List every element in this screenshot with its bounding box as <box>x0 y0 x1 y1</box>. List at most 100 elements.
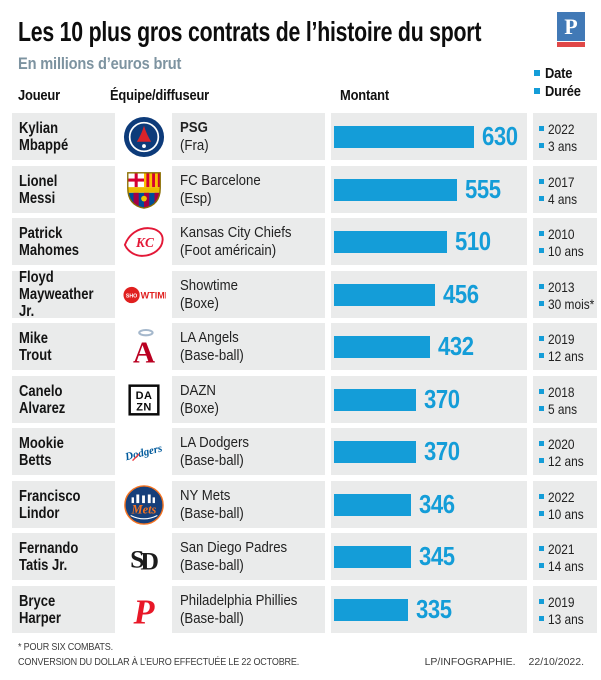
amount-bar <box>334 388 416 411</box>
date-duration-cell: 2019 12 ans <box>533 323 597 370</box>
team-name: DAZN <box>180 381 216 399</box>
duration-bullet-icon <box>539 301 544 306</box>
player-name-cell: Patrick Mahomes <box>12 218 115 265</box>
amount-bar <box>334 545 411 568</box>
duration-bullet-icon <box>539 616 544 621</box>
team-name: Showtime <box>180 276 238 294</box>
team-name: Philadelphia Phillies <box>180 591 298 609</box>
table-row: Floyd Mayweather Jr. SHO WTIME Showtime (… <box>0 269 601 320</box>
team-name: LA Angels <box>180 328 239 346</box>
team-sport: (Base-ball) <box>180 451 244 469</box>
table-row: Francisco Lindor Mets NY Mets (Base-ball… <box>0 481 601 528</box>
mets-logo-icon: Mets <box>115 481 172 528</box>
date-bullet-icon <box>539 546 544 551</box>
player-last-name: Lindor <box>19 504 60 522</box>
team-name: NY Mets <box>180 486 231 504</box>
amount-value: 630 <box>482 121 518 151</box>
svg-text:Dodgers: Dodgers <box>123 442 164 463</box>
showtime-logo-icon: SHO WTIME <box>115 271 172 318</box>
svg-text:S: S <box>130 544 144 573</box>
team-name: Kansas City Chiefs <box>180 223 292 241</box>
team-sport: (Base-ball) <box>180 504 244 522</box>
team-sport: (Base-ball) <box>180 346 244 364</box>
date-duration-cell: 2021 14 ans <box>533 533 597 580</box>
date-value: 2019 <box>548 330 575 347</box>
legend-date: Date <box>534 64 587 82</box>
duration-value: 10 ans <box>548 242 584 259</box>
team-cell: LA Dodgers (Base-ball) <box>172 428 325 475</box>
svg-text:DA: DA <box>135 390 152 402</box>
duration-value: 4 ans <box>548 190 578 207</box>
phillies-logo-icon: P <box>115 586 172 633</box>
duration-value: 10 ans <box>548 505 584 522</box>
date-duration-cell: 2019 13 ans <box>533 586 597 633</box>
date-bullet-icon <box>539 336 544 341</box>
duration-value: 5 ans <box>548 400 578 417</box>
duration-bullet-icon <box>539 563 544 568</box>
team-name: San Diego Padres <box>180 538 288 556</box>
date-duration-cell: 2017 4 ans <box>533 166 597 213</box>
player-first-name: Mike <box>19 329 48 347</box>
amount-bar-cell: 555 <box>331 166 527 213</box>
table-row: Bryce Harper P Philadelphia Phillies (Ba… <box>0 586 601 633</box>
amount-bar <box>334 230 447 253</box>
amount-bar <box>334 440 416 463</box>
duration-value: 3 ans <box>548 137 578 154</box>
amount-value: 370 <box>424 384 460 414</box>
player-name-cell: Kylian Mbappé <box>12 113 115 160</box>
duration-line: 12 ans <box>539 347 597 364</box>
team-cell: Showtime (Boxe) <box>172 271 325 318</box>
player-last-name: Alvarez <box>19 399 66 417</box>
player-last-name: Harper <box>19 609 61 627</box>
date-line: 2021 <box>539 540 597 557</box>
team-name: LA Dodgers <box>180 433 249 451</box>
svg-text:WTIME: WTIME <box>140 290 165 300</box>
amount-value: 510 <box>455 226 491 256</box>
amount-bar-cell: 345 <box>331 533 527 580</box>
table-row: Canelo Alvarez DA ZN DAZN (Boxe) 370 2018… <box>0 376 601 423</box>
duration-value: 12 ans <box>548 347 584 364</box>
amount-bar-cell: 370 <box>331 428 527 475</box>
team-cell: NY Mets (Base-ball) <box>172 481 325 528</box>
player-name-cell: Fernando Tatis Jr. <box>12 533 115 580</box>
player-name-cell: Bryce Harper <box>12 586 115 633</box>
team-cell: LA Angels (Base-ball) <box>172 323 325 370</box>
date-line: 2017 <box>539 173 597 190</box>
duration-value: 12 ans <box>548 452 584 469</box>
svg-text:P: P <box>132 593 155 631</box>
date-line: 2022 <box>539 120 597 137</box>
duration-bullet-icon <box>539 353 544 358</box>
credit: LP/INFOGRAPHIE. 22/10/2022. <box>415 656 584 668</box>
duration-line: 30 mois* <box>539 295 597 312</box>
team-sport: (Fra) <box>180 136 209 154</box>
column-header-team: Équipe/diffuseur <box>110 87 210 104</box>
player-last-name: Trout <box>19 346 52 364</box>
team-sport: (Boxe) <box>180 294 219 312</box>
date-duration-cell: 2018 5 ans <box>533 376 597 423</box>
team-sport: (Base-ball) <box>180 556 244 574</box>
date-line: 2019 <box>539 593 597 610</box>
duration-value: 13 ans <box>548 610 584 627</box>
duration-bullet-icon <box>539 406 544 411</box>
page-title: Les 10 plus gros contrats de l’histoire … <box>18 16 482 47</box>
player-first-name: Francisco <box>19 487 81 505</box>
player-last-name: Mbappé <box>19 136 69 154</box>
duration-bullet-icon <box>539 143 544 148</box>
credit-source: LP/INFOGRAPHIE. <box>424 656 516 668</box>
player-first-name: Canelo <box>19 382 63 400</box>
amount-bar <box>334 335 430 358</box>
date-value: 2021 <box>548 540 575 557</box>
amount-value: 555 <box>465 174 501 204</box>
amount-value: 346 <box>419 489 455 519</box>
player-last-name: Mahomes <box>19 241 80 259</box>
table-row: Kylian Mbappé PSG (Fra) 630 2022 3 ans <box>0 113 601 160</box>
player-first-name: Kylian <box>19 119 59 137</box>
svg-text:D: D <box>140 546 159 575</box>
duration-line: 13 ans <box>539 610 597 627</box>
team-sport: (Foot américain) <box>180 241 277 259</box>
team-cell: Kansas City Chiefs (Foot américain) <box>172 218 325 265</box>
date-bullet-icon <box>539 126 544 131</box>
player-name-cell: Canelo Alvarez <box>12 376 115 423</box>
